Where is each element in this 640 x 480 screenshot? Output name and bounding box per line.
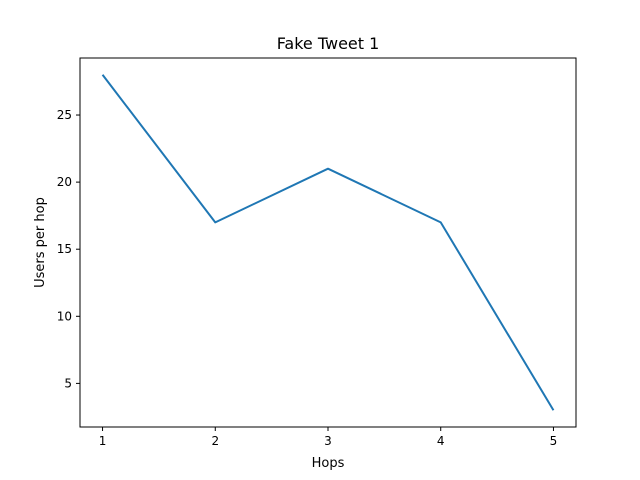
- x-tick-label: 4: [437, 434, 445, 448]
- x-tick-label: 1: [99, 434, 107, 448]
- x-tick-label: 5: [550, 434, 558, 448]
- y-tick-label: 15: [57, 242, 72, 256]
- x-axis: 1 2 3 4 5: [99, 427, 558, 448]
- x-axis-label: Hops: [312, 456, 345, 471]
- y-tick-label: 20: [57, 175, 72, 189]
- x-tick-label: 2: [211, 434, 219, 448]
- y-tick-label: 10: [57, 309, 72, 323]
- series-line-0: [101, 74, 555, 411]
- chart-title: Fake Tweet 1: [277, 34, 380, 53]
- y-axis: 5 10 15 20 25: [57, 108, 80, 390]
- y-tick-label: 5: [64, 376, 72, 390]
- x-tick-label: 3: [324, 434, 332, 448]
- y-tick-label: 25: [57, 108, 72, 122]
- y-axis-label: Users per hop: [33, 197, 48, 288]
